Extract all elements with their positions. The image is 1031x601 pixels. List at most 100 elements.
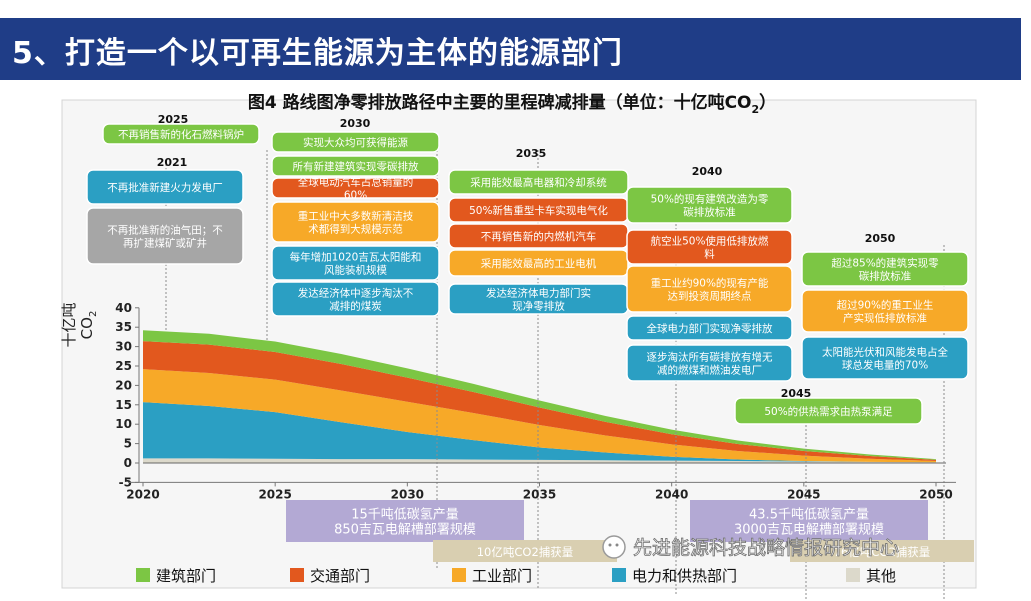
milestone-text: 逐步淘汰所有碳排放有增无减的燃煤和燃油发电厂 — [647, 351, 773, 377]
legend-label: 交通部门 — [310, 567, 370, 585]
legend-label: 电力和供热部门 — [632, 567, 737, 585]
milestone-year: 2035 — [516, 147, 547, 160]
area-3 — [143, 369, 936, 463]
milestone-text: 实现大众均可获得能源 — [303, 136, 408, 149]
milestone-box-bg — [626, 186, 793, 224]
milestone-box-bg — [271, 155, 440, 177]
milestone-box: 全球电动汽车占总销量的 60% — [271, 176, 440, 202]
legend-item: 其他 — [846, 567, 896, 585]
wechat-icon — [602, 535, 626, 559]
bottom-milestone: 10亿吨CO2捕获量 — [433, 540, 617, 562]
bottom-milestone: 15千吨低碳氢产量 850吉瓦电解槽部署规模 — [286, 500, 524, 542]
milestone-text: 每年增加1020吉瓦太阳能和风能装机规模 — [290, 251, 422, 277]
y-tick-label: 25 — [115, 359, 132, 373]
milestone-box-bg — [448, 249, 629, 277]
milestone-box: 50%新售重型卡车实现电气化 — [448, 197, 629, 223]
milestone-box: 采用能效最高的工业电机 — [448, 249, 629, 277]
bottom-milestone-bg — [790, 540, 974, 562]
bottom-milestone-text: 43.5千吨低碳氢产量 3000吉瓦电解槽部署规模 — [734, 508, 884, 538]
header-banner: 5、打造一个以可再生能源为主体的能源部门 — [0, 18, 1021, 80]
y-tick-label: -5 — [119, 475, 132, 489]
milestone-box: 发达经济体电力部门实现净零排放 — [448, 283, 629, 315]
milestone-box: 发达经济体中逐步淘汰不减排的煤炭 — [271, 281, 440, 317]
y-axis-label: 十亿吨 CO2 — [60, 302, 99, 347]
milestone-text: 全球电力部门实现净零排放 — [647, 322, 773, 335]
legend-label: 建筑部门 — [156, 567, 216, 585]
y-tick-label: 20 — [115, 378, 132, 392]
page-title: 5、打造一个以可再生能源为主体的能源部门 — [12, 36, 623, 71]
milestone-text: 超过90%的重工业生产实现低排放标准 — [837, 299, 934, 325]
legend-swatch — [452, 568, 466, 582]
svg-text:十亿吨: 十亿吨 — [60, 302, 78, 347]
bottom-milestone-text: 76亿吨CO2捕获量 — [834, 545, 931, 559]
milestone-box: 重工业中大多数新清洁技术都得到大规模示范 — [271, 201, 440, 243]
bottom-milestone: 76亿吨CO2捕获量 — [790, 540, 974, 562]
x-tick-label: 2050 — [919, 487, 952, 501]
milestone-box: 太阳能光伏和风能发电占全球总发电量的70% — [801, 336, 969, 380]
legend-label: 工业部门 — [472, 567, 532, 585]
legend-swatch — [612, 568, 626, 582]
svg-text:CO2: CO2 — [78, 311, 99, 340]
milestone-box-bg — [271, 177, 440, 199]
milestone-text: 重工业约90%的现有产能达到投资周期终点 — [651, 277, 769, 303]
x-tick-label: 2030 — [391, 487, 424, 501]
milestone-text: 采用能效最高电器和冷却系统 — [470, 176, 607, 189]
y-tick-label: 40 — [115, 301, 132, 315]
x-tick-label: 2045 — [787, 487, 820, 501]
milestone-box-bg — [86, 207, 244, 265]
area-1 — [143, 458, 936, 463]
milestone-text: 太阳能光伏和风能发电占全球总发电量的70% — [822, 346, 948, 372]
legend-swatch — [290, 568, 304, 582]
watermark: 先进能源科技战略情报研究中心 — [602, 535, 899, 559]
milestone-box: 50%的现有建筑改造为零碳排放标准 — [626, 186, 793, 224]
milestone-years: 2025 2021 2030 2035 2040 2050 2045 — [157, 113, 896, 400]
milestone-year: 2050 — [865, 232, 896, 245]
milestone-text: 不再销售新的化石燃料锅炉 — [118, 128, 244, 141]
y-axis: -5 0 5 10 15 20 25 30 35 40 — [115, 301, 140, 489]
milestone-box: 超过85%的建筑实现零碳排放标准 — [801, 251, 969, 287]
milestone-box: 全球电力部门实现净零排放 — [626, 315, 793, 341]
milestone-box-bg — [86, 169, 244, 205]
milestone-text: 50%的供热需求由热泵满足 — [764, 405, 893, 418]
milestone-year: 2040 — [692, 165, 723, 178]
milestone-box-bg — [271, 245, 440, 281]
bottom-milestone-text: 15千吨低碳氢产量 850吉瓦电解槽部署规模 — [334, 508, 476, 538]
legend-swatch — [136, 568, 150, 582]
area-series — [143, 330, 936, 463]
milestone-year: 2025 — [158, 113, 189, 126]
legend-item: 电力和供热部门 — [612, 567, 737, 585]
milestone-box: 航空业50%使用低排放燃料 — [626, 229, 793, 265]
milestone-box-bg — [801, 336, 969, 380]
x-axis: 2020 2025 2030 2035 2040 2045 2050 — [126, 481, 956, 501]
milestone-text: 全球电动汽车占总销量的 60% — [298, 176, 414, 202]
milestone-year: 2021 — [157, 156, 188, 169]
milestone-text: 发达经济体中逐步淘汰不减排的煤炭 — [298, 287, 414, 313]
area-2 — [143, 402, 936, 463]
x-tick-label: 2020 — [126, 487, 159, 501]
legend-item: 交通部门 — [290, 567, 370, 585]
milestone-year: 2045 — [781, 387, 812, 400]
legend: 建筑部门 交通部门 工业部门 电力和供热部门 其他 — [136, 567, 896, 585]
milestone-box-bg — [102, 123, 260, 145]
y-tick-label: 5 — [124, 437, 132, 451]
milestone-box: 超过90%的重工业生产实现低排放标准 — [801, 289, 969, 333]
area-5 — [143, 330, 936, 460]
milestone-box: 逐步淘汰所有碳排放有增无减的燃煤和燃油发电厂 — [626, 344, 793, 382]
milestone-box-bg — [448, 169, 629, 195]
x-tick-label: 2035 — [523, 487, 556, 501]
milestone-text: 50%的现有建筑改造为零碳排放标准 — [651, 193, 769, 219]
milestone-box: 所有新建建筑实现零碳排放 — [271, 155, 440, 177]
milestone-text: 采用能效最高的工业电机 — [481, 257, 597, 270]
milestone-box: 不再批准新的油气田；不再扩建煤矿或矿井 — [86, 207, 244, 265]
watermark-text: 先进能源科技战略情报研究中心 — [633, 537, 899, 559]
bottom-milestone-bg — [690, 500, 928, 542]
y-tick-label: 10 — [115, 417, 132, 431]
milestone-box-bg — [626, 265, 793, 313]
milestone-box-bg — [271, 201, 440, 243]
y-tick-label: 0 — [124, 456, 132, 470]
milestone-text: 不再批准新的油气田；不再扩建煤矿或矿井 — [107, 224, 223, 250]
milestone-box-bg — [626, 229, 793, 265]
bottom-milestone-bg — [433, 540, 617, 562]
milestone-box: 采用能效最高电器和冷却系统 — [448, 169, 629, 195]
